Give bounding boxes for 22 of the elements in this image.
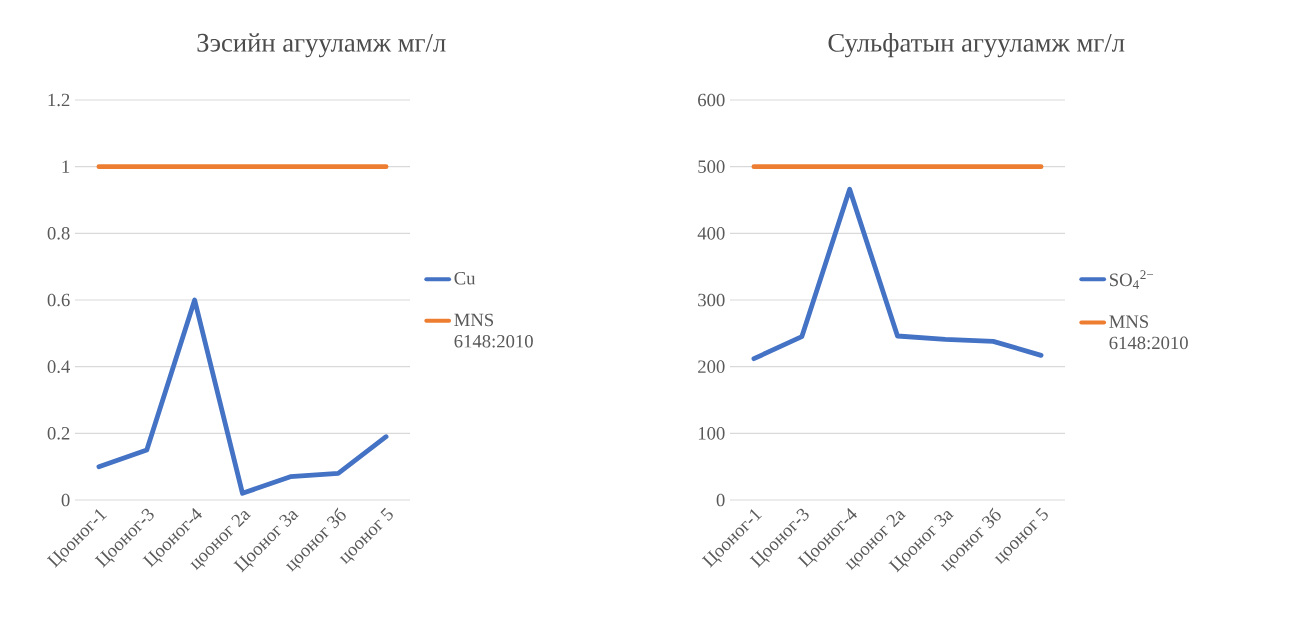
y-tick-label: 1 xyxy=(62,160,70,173)
legend-label: MNS 6148:2010 xyxy=(454,313,533,348)
line-series xyxy=(96,297,389,496)
y-tick-label: 0 xyxy=(61,493,70,507)
y-tick-label: 200 xyxy=(698,360,725,373)
y-tick-label: 0.6 xyxy=(47,293,70,307)
y-tick-label: 1.2 xyxy=(48,93,70,107)
legend-label: MNS 6148:2010 xyxy=(1109,315,1188,350)
y-tick-label: 0 xyxy=(716,493,725,507)
legend-label: SO$_{4}$2− xyxy=(1109,270,1154,289)
y-tick-label: 0.8 xyxy=(47,226,70,240)
y-tick-label: 0.2 xyxy=(47,426,70,440)
line-series xyxy=(751,186,1044,362)
chart-title: Сульфатын агууламж мг/л xyxy=(828,33,1125,58)
y-tick-label: 600 xyxy=(698,93,725,107)
y-tick-label: 500 xyxy=(698,160,725,173)
y-tick-label: 100 xyxy=(698,427,725,440)
y-tick-label: 300 xyxy=(698,293,725,307)
legend-label: Cu xyxy=(454,271,476,285)
y-tick-label: 0.4 xyxy=(47,360,71,374)
y-tick-label: 400 xyxy=(697,227,725,240)
chart-title: Зэсийн агууламж мг/л xyxy=(197,33,446,58)
